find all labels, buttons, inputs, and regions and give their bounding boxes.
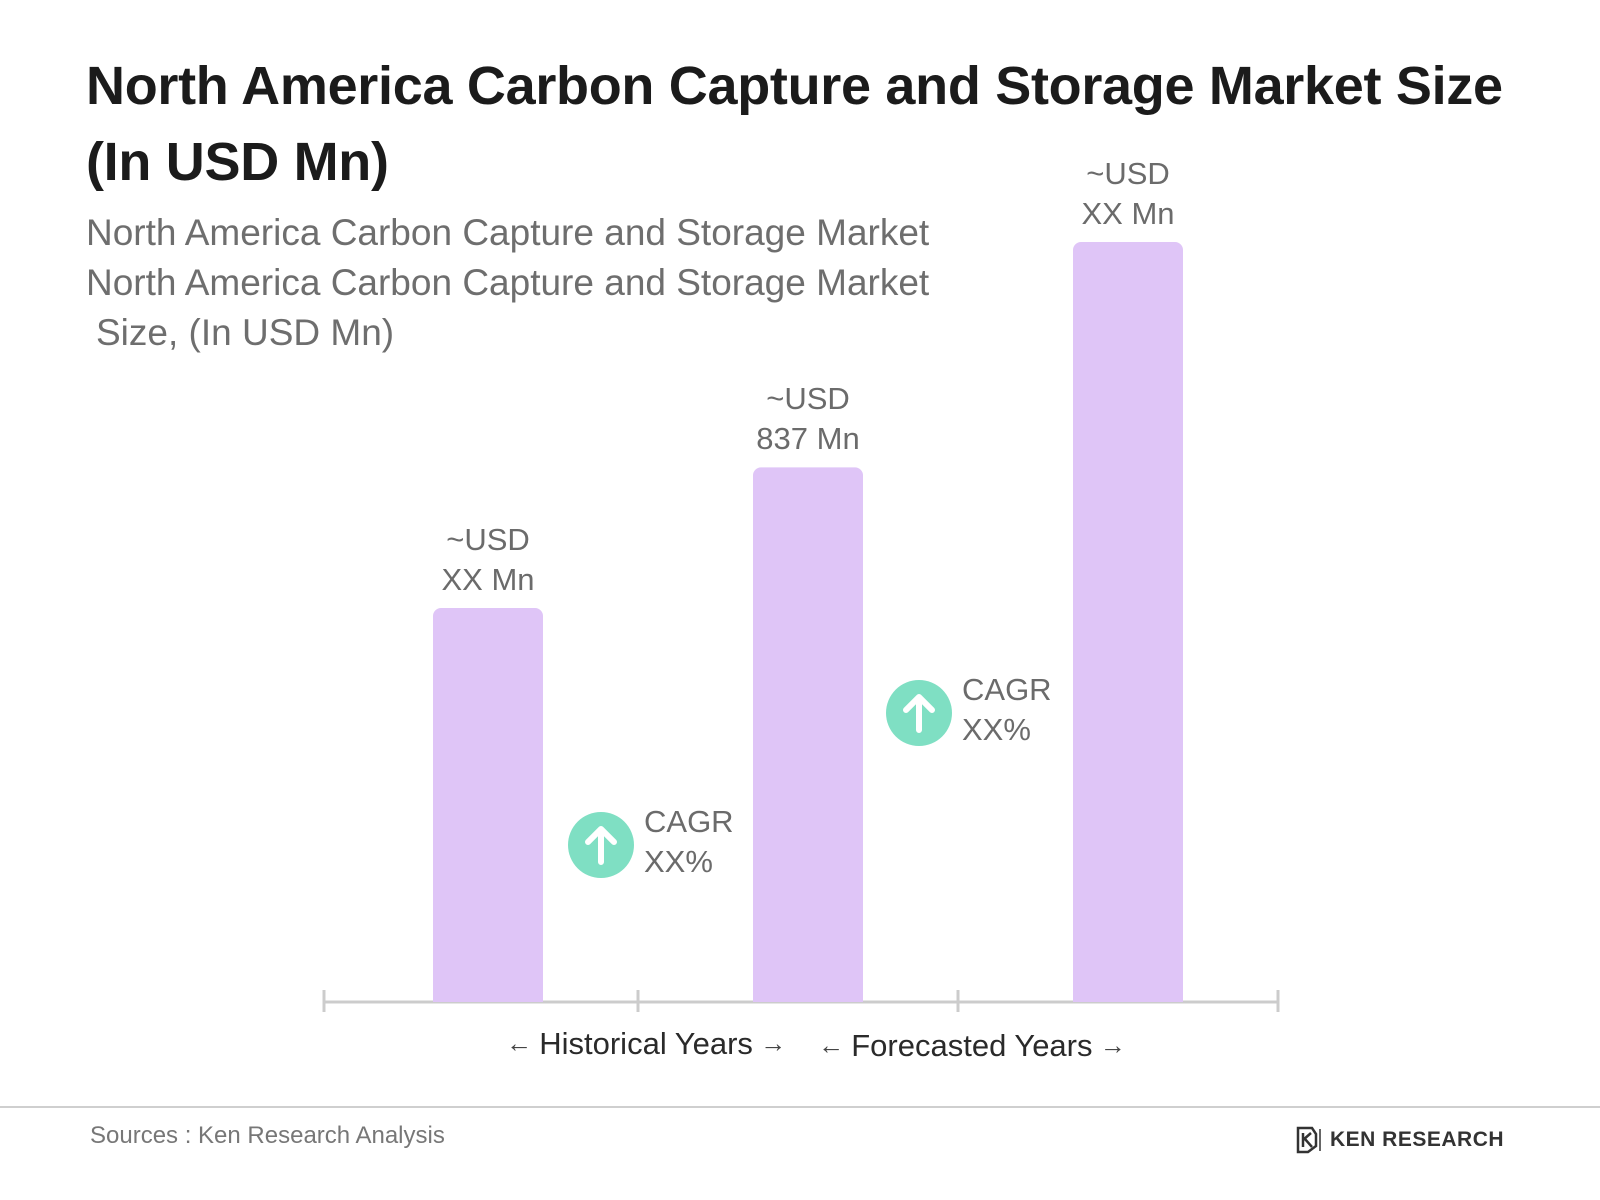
bar-value-label-line: XX Mn	[441, 562, 535, 598]
footer-divider	[0, 1106, 1600, 1108]
bar	[1073, 242, 1183, 1002]
arrow-up-circle-icon	[568, 812, 634, 878]
cagr-text: CAGR XX%	[962, 670, 1102, 750]
period-label-text: Forecasted Years	[851, 1028, 1093, 1063]
bar-value-label-line: 837 Mn	[756, 421, 860, 457]
cagr-value: XX%	[962, 712, 1031, 747]
bar-value-label: ~USD 837 Mn	[688, 379, 928, 459]
forecasted-years-label: ← Forecasted Years →	[818, 1026, 1126, 1067]
logo-text: KEN RESEARCH	[1330, 1128, 1505, 1151]
cagr-label: CAGR	[962, 672, 1052, 707]
bar-base	[753, 990, 863, 1002]
arrow-right-icon: →	[752, 1028, 787, 1058]
bar	[433, 608, 543, 1002]
period-label-text: Historical Years	[539, 1026, 753, 1061]
cagr-value: XX%	[644, 844, 713, 879]
cagr-text: CAGR XX%	[644, 802, 784, 882]
bar-value-label-line: ~USD	[446, 522, 530, 558]
bar-base	[1073, 990, 1183, 1002]
ken-research-logo-icon	[1296, 1126, 1321, 1154]
bar-value-label-line: ~USD	[766, 381, 850, 417]
historical-years-label: ← Historical Years →	[506, 1024, 786, 1065]
bar	[753, 467, 863, 1002]
bar-base	[433, 990, 543, 1002]
cagr-label: CAGR	[644, 804, 734, 839]
arrow-right-icon: →	[1092, 1030, 1126, 1060]
ken-research-logo: KEN RESEARCH	[1296, 1126, 1516, 1156]
bar-chart	[322, 242, 1280, 1012]
source-note: Sources : Ken Research Analysis	[90, 1122, 445, 1149]
arrow-up-circle-icon	[886, 680, 952, 746]
chart-title: North America Carbon Capture and Storage…	[86, 56, 1503, 192]
bar-value-label-line: ~USD	[1086, 156, 1170, 191]
subtitle-line-2: Size, (In USD Mn)	[96, 312, 395, 353]
arrow-left-icon: ←	[818, 1030, 852, 1060]
subtitle-line-1: North America Carbon Capture and Storage…	[86, 262, 930, 303]
arrow-left-icon: ←	[506, 1028, 540, 1058]
chart-subtitle: North America Carbon Capture and Storage…	[86, 212, 930, 253]
bar-value-label: ~USD XX Mn	[1008, 154, 1248, 234]
bar-value-label-line: XX Mn	[1081, 196, 1175, 231]
bar-value-label: ~USD XX Mn	[368, 520, 608, 600]
chart-subtitle-secondary: North America Carbon Capture and Storage…	[86, 258, 986, 358]
